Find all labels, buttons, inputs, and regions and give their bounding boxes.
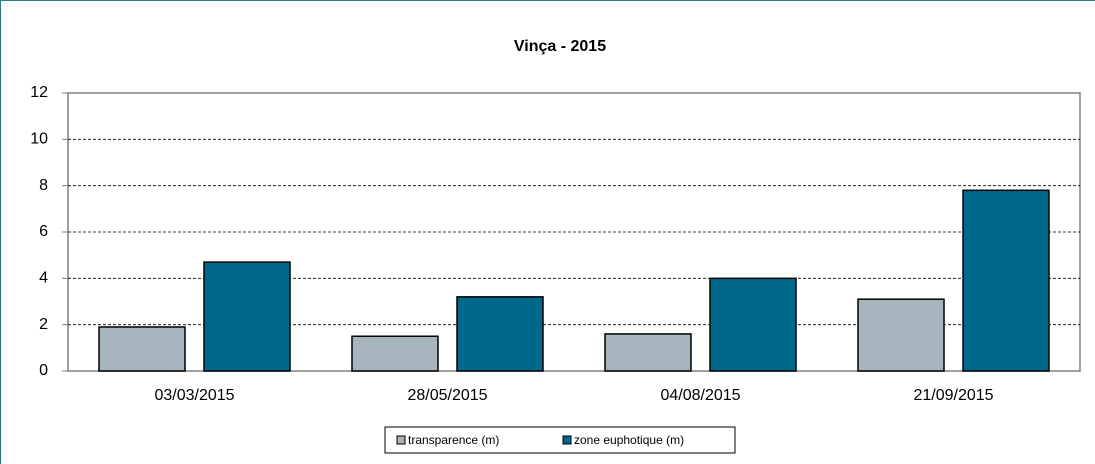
- y-tick-label: 6: [39, 223, 48, 240]
- bar: [709, 277, 797, 372]
- y-tick-label: 4: [39, 270, 48, 287]
- legend-swatch: [396, 435, 406, 445]
- y-tick-label: 2: [39, 316, 48, 333]
- legend-label: transparence (m): [408, 433, 499, 447]
- y-tick-label: 8: [39, 177, 48, 194]
- y-tick-label: 0: [39, 362, 48, 379]
- legend-box: [384, 426, 736, 454]
- bar: [456, 296, 544, 372]
- bar: [203, 261, 291, 372]
- bar: [962, 189, 1050, 372]
- x-tick-label: 21/09/2015: [913, 387, 993, 404]
- chart-title: Vinça - 2015: [514, 38, 606, 55]
- bar: [857, 298, 945, 372]
- bar: [604, 333, 692, 372]
- y-tick-label: 12: [30, 84, 48, 101]
- bar: [351, 335, 439, 372]
- x-tick-label: 28/05/2015: [407, 387, 487, 404]
- x-tick-label: 04/08/2015: [660, 387, 740, 404]
- bar: [98, 326, 186, 372]
- y-tick-label: 10: [30, 131, 48, 148]
- legend-swatch: [562, 435, 572, 445]
- x-tick-label: 03/03/2015: [154, 387, 234, 404]
- legend-label: zone euphotique (m): [574, 433, 684, 447]
